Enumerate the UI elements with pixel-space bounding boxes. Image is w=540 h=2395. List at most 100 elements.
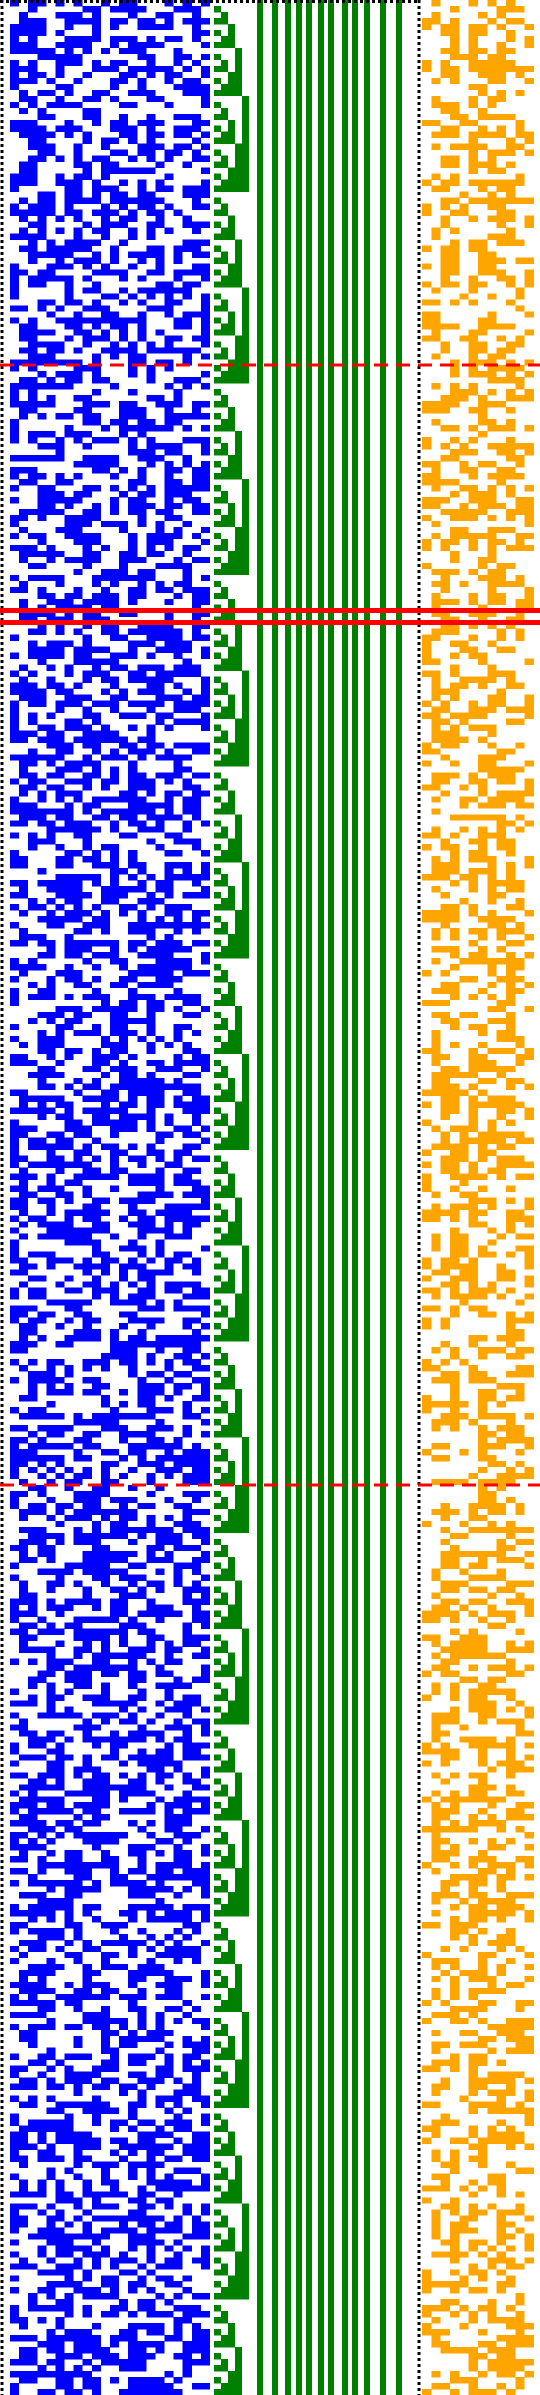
orange-cell [450,1161,460,1168]
green-bit [242,682,249,689]
blue-cell [55,1472,65,1480]
blue-cell [100,1448,120,1456]
orange-cell [468,329,478,336]
blue-cell [128,1173,165,1180]
orange-cell [468,1221,478,1228]
blue-cell [119,179,129,186]
orange-cell [487,443,497,450]
blue-cell [191,227,201,234]
blue-cell [19,1646,56,1653]
green-bit [228,215,235,222]
blue-cell [55,844,65,851]
blue-cell [128,1778,147,1785]
orange-cell [524,137,534,144]
blue-cell [46,682,65,689]
blue-cell [19,886,29,893]
orange-cell [506,1742,516,1749]
orange-cell [487,1712,497,1719]
orange-cell [431,1035,441,1043]
blue-cell [73,2203,83,2210]
blue-cell [155,694,183,701]
blue-cell [200,952,210,959]
green-bit [235,2083,242,2090]
blue-cell [119,1514,138,1522]
green-bit [242,1317,249,1324]
orange-cell [496,323,506,330]
blue-cell [119,556,147,564]
orange-cell [459,958,469,965]
orange-cell [440,455,450,462]
blue-cell [146,137,156,144]
orange-cell [450,299,460,306]
orange-cell [431,1401,441,1408]
orange-cell [459,1245,469,1252]
blue-cell [10,83,20,91]
orange-cell [422,1395,432,1402]
orange-cell [524,1466,534,1474]
orange-cell [440,263,450,270]
blue-cell [164,2005,183,2013]
green-bit [214,1969,221,1977]
orange-cell [515,898,525,905]
blue-cell [128,1951,138,1959]
green-bit [214,1490,221,1498]
blue-cell [46,1466,56,1474]
orange-cell [506,1155,516,1162]
blue-cell [19,1041,29,1049]
blue-cell [28,838,56,845]
blue-cell [155,1347,165,1354]
orange-cell [515,1502,525,1510]
orange-cell [506,1413,516,1420]
blue-cell [19,95,38,103]
blue-cell [128,1886,174,1893]
orange-cell [478,1431,488,1438]
blue-cell [100,2029,120,2037]
orange-cell [440,1281,450,1288]
blue-cell [55,305,65,312]
blue-cell [119,975,138,983]
blue-cell [82,1963,92,1971]
orange-cell [478,508,488,516]
blue-cell [73,1724,101,1731]
green-bit [214,1550,221,1558]
green-bit [214,1718,221,1725]
blue-cell [91,251,101,258]
blue-cell [173,928,183,935]
blue-cell [191,532,201,540]
blue-cell [100,724,110,731]
orange-cell [440,1095,450,1102]
green-bit [214,1047,221,1055]
green-bit [242,1281,249,1288]
blue-cell [155,1586,165,1593]
orange-cell [459,1676,469,1683]
green-bit [242,1437,249,1444]
green-bit [242,748,249,755]
green-bit [235,2059,242,2066]
blue-cell [173,1676,183,1683]
green-bit [228,1425,235,1432]
orange-cell [496,838,506,845]
blue-cell [100,203,110,210]
blue-cell [37,197,56,204]
blue-cell [182,1227,192,1234]
blue-cell [182,2341,210,2348]
blue-cell [182,1293,210,1300]
orange-cell [506,862,516,869]
orange-cell [468,383,478,390]
orange-cell [506,999,516,1007]
green-bit [235,1981,242,1989]
green-bit [228,1844,235,1851]
green-bit [221,856,228,863]
green-bars [257,0,402,2395]
orange-cell [524,1766,534,1773]
orange-cell [487,0,497,7]
blue-cell [146,209,165,216]
green-bit [221,323,228,330]
blue-cell [55,2353,83,2360]
green-bit [228,233,235,240]
orange-cell [450,742,460,749]
blue-cell [155,1239,165,1246]
blue-cell [19,1478,29,1486]
blue-cell [128,598,138,606]
blue-cell [200,329,210,336]
